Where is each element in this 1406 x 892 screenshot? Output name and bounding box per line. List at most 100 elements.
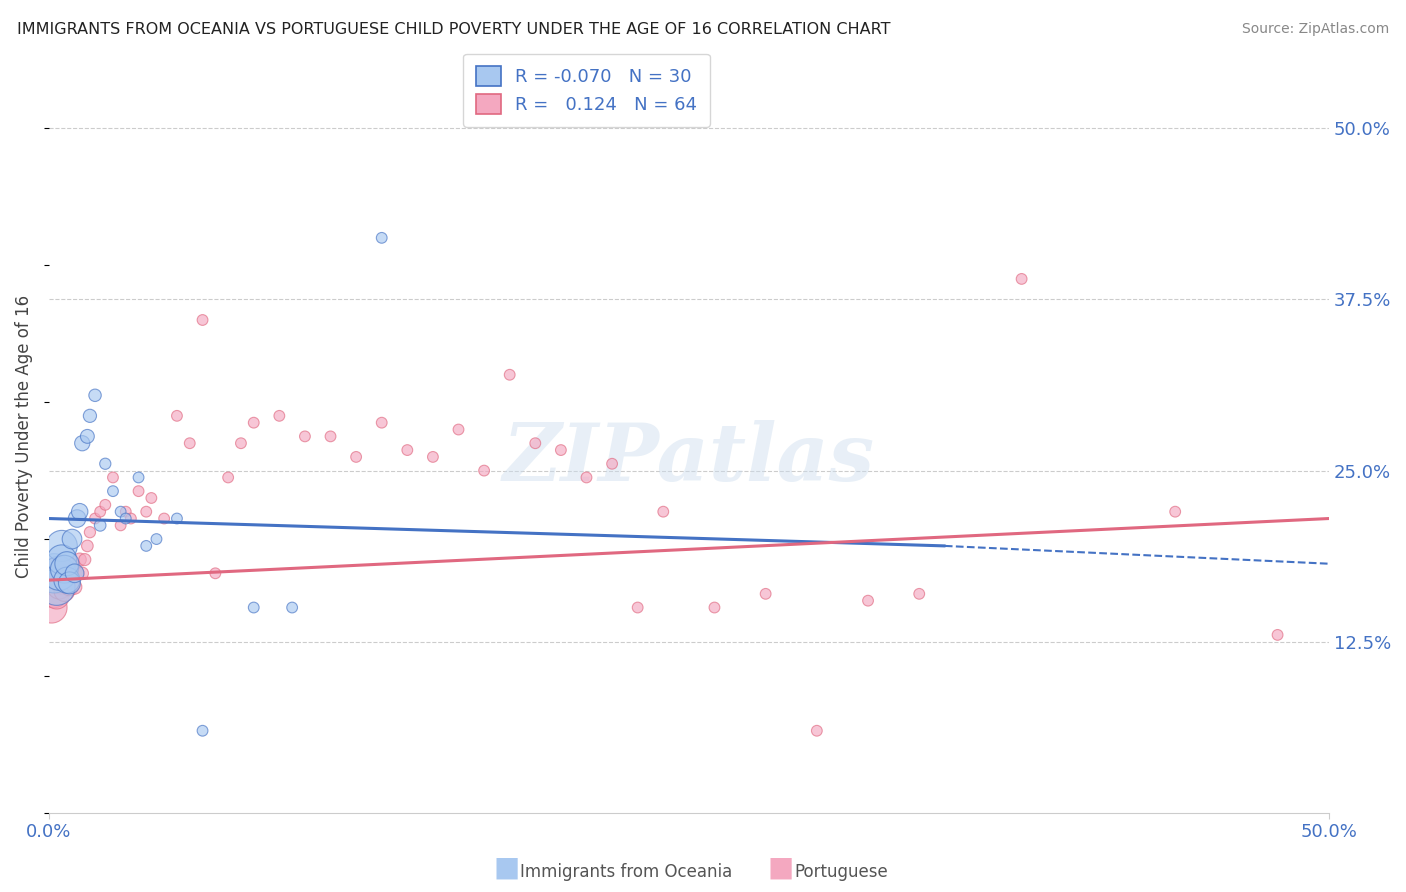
Point bbox=[135, 539, 157, 553]
Point bbox=[56, 573, 79, 587]
Point bbox=[66, 566, 89, 581]
Point bbox=[110, 518, 132, 533]
Point bbox=[101, 470, 124, 484]
Point bbox=[48, 580, 70, 594]
Point bbox=[370, 416, 392, 430]
Point bbox=[145, 532, 167, 546]
Point bbox=[1011, 272, 1033, 286]
Point bbox=[269, 409, 291, 423]
Point bbox=[70, 566, 93, 581]
Point bbox=[294, 429, 316, 443]
Point bbox=[56, 557, 79, 571]
Point bbox=[128, 484, 150, 499]
Point bbox=[89, 505, 111, 519]
Point bbox=[1164, 505, 1187, 519]
Point bbox=[110, 505, 132, 519]
Point bbox=[58, 580, 80, 594]
Point bbox=[229, 436, 252, 450]
Point bbox=[69, 505, 91, 519]
Point bbox=[242, 600, 264, 615]
Point bbox=[652, 505, 675, 519]
Point bbox=[58, 575, 80, 590]
Point bbox=[319, 429, 342, 443]
Point bbox=[45, 580, 67, 594]
Point bbox=[114, 505, 136, 519]
Point bbox=[73, 552, 96, 566]
Point bbox=[344, 450, 367, 464]
Point bbox=[135, 505, 157, 519]
Point bbox=[114, 511, 136, 525]
Text: ■: ■ bbox=[494, 854, 519, 881]
Point bbox=[703, 600, 725, 615]
Text: IMMIGRANTS FROM OCEANIA VS PORTUGUESE CHILD POVERTY UNDER THE AGE OF 16 CORRELAT: IMMIGRANTS FROM OCEANIA VS PORTUGUESE CH… bbox=[17, 22, 890, 37]
Point bbox=[51, 575, 73, 590]
Point bbox=[42, 566, 65, 581]
Point bbox=[755, 587, 778, 601]
Point bbox=[42, 587, 65, 601]
Point bbox=[51, 562, 73, 576]
Point bbox=[53, 570, 76, 584]
Point bbox=[908, 587, 931, 601]
Point bbox=[94, 457, 117, 471]
Point bbox=[79, 525, 101, 540]
Text: Portuguese: Portuguese bbox=[794, 863, 889, 881]
Point bbox=[84, 388, 107, 402]
Point bbox=[101, 484, 124, 499]
Point bbox=[575, 470, 598, 484]
Point bbox=[524, 436, 547, 450]
Point bbox=[472, 464, 495, 478]
Point bbox=[128, 470, 150, 484]
Point bbox=[53, 562, 76, 576]
Point bbox=[550, 443, 572, 458]
Point bbox=[53, 584, 76, 599]
Text: ■: ■ bbox=[768, 854, 793, 881]
Point bbox=[45, 590, 67, 604]
Point bbox=[48, 566, 70, 581]
Point bbox=[191, 723, 214, 738]
Point bbox=[806, 723, 828, 738]
Point bbox=[58, 573, 80, 587]
Point bbox=[422, 450, 444, 464]
Point bbox=[56, 566, 79, 581]
Text: Source: ZipAtlas.com: Source: ZipAtlas.com bbox=[1241, 22, 1389, 37]
Point bbox=[856, 593, 879, 607]
Point bbox=[627, 600, 650, 615]
Point bbox=[60, 532, 83, 546]
Point bbox=[51, 539, 73, 553]
Point bbox=[60, 559, 83, 574]
Point bbox=[51, 552, 73, 566]
Point bbox=[89, 518, 111, 533]
Point bbox=[69, 552, 91, 566]
Point bbox=[1267, 628, 1289, 642]
Point bbox=[63, 566, 86, 581]
Point bbox=[120, 511, 142, 525]
Point bbox=[63, 580, 86, 594]
Point bbox=[153, 511, 176, 525]
Point bbox=[396, 443, 419, 458]
Point bbox=[204, 566, 226, 581]
Point bbox=[242, 416, 264, 430]
Point bbox=[84, 511, 107, 525]
Point bbox=[79, 409, 101, 423]
Point bbox=[179, 436, 201, 450]
Legend: R = -0.070   N = 30, R =   0.124   N = 64: R = -0.070 N = 30, R = 0.124 N = 64 bbox=[463, 54, 710, 127]
Point bbox=[447, 423, 470, 437]
Point bbox=[166, 409, 188, 423]
Text: Immigrants from Oceania: Immigrants from Oceania bbox=[520, 863, 733, 881]
Text: ZIPatlas: ZIPatlas bbox=[503, 420, 875, 498]
Point bbox=[281, 600, 304, 615]
Point bbox=[499, 368, 522, 382]
Point bbox=[63, 566, 86, 581]
Point bbox=[76, 429, 98, 443]
Y-axis label: Child Poverty Under the Age of 16: Child Poverty Under the Age of 16 bbox=[15, 295, 32, 578]
Point bbox=[141, 491, 163, 505]
Point bbox=[370, 231, 392, 245]
Point bbox=[191, 313, 214, 327]
Point bbox=[70, 436, 93, 450]
Point bbox=[600, 457, 623, 471]
Point bbox=[41, 600, 63, 615]
Point bbox=[45, 573, 67, 587]
Point bbox=[217, 470, 239, 484]
Point bbox=[166, 511, 188, 525]
Point bbox=[94, 498, 117, 512]
